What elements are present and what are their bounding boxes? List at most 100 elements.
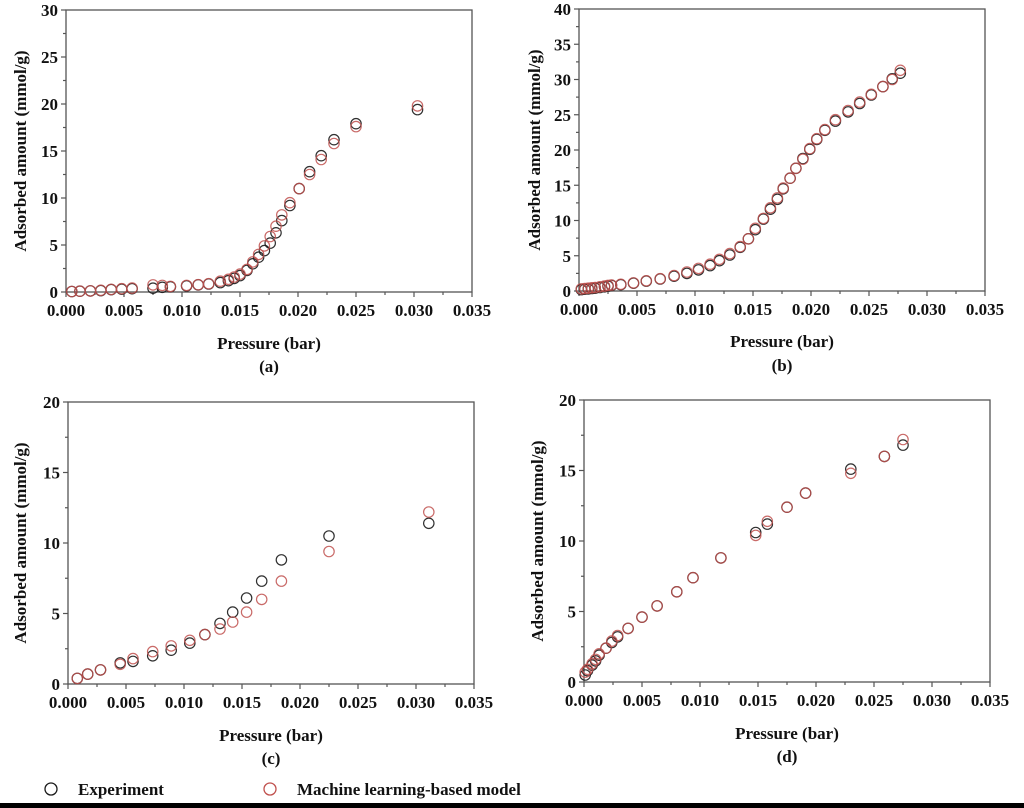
experiment-point — [749, 526, 762, 539]
model-point — [582, 282, 595, 294]
model-point — [636, 611, 648, 623]
experiment-point — [315, 149, 327, 162]
model-point — [127, 652, 139, 665]
x-tick-label: 0.030 — [395, 301, 433, 320]
x-tick-label: 0.020 — [281, 693, 319, 712]
model-point — [270, 220, 282, 232]
experiment-point — [127, 655, 139, 668]
model-point — [715, 552, 727, 564]
experiment-point — [258, 244, 271, 257]
model-point — [66, 285, 78, 298]
model-point — [214, 275, 227, 287]
model-point — [81, 668, 94, 680]
y-tick-label: 15 — [554, 176, 571, 195]
y-axis-title: Adsorbed amount (mmol/g) — [11, 50, 30, 251]
experiment-point — [411, 103, 424, 116]
model-point — [126, 282, 138, 294]
y-tick-label: 15 — [41, 142, 58, 161]
series-experiment — [575, 67, 907, 296]
x-tick-label: 0.010 — [681, 691, 719, 710]
model-point — [600, 642, 612, 654]
model-point — [165, 640, 177, 652]
x-tick-label: 0.000 — [565, 691, 603, 710]
model-point — [844, 467, 857, 480]
y-tick-label: 30 — [554, 71, 571, 90]
model-point — [777, 182, 789, 194]
experiment-point — [303, 165, 316, 178]
y-tick-label: 25 — [41, 48, 58, 67]
model-point — [192, 278, 204, 291]
x-axis-title: Pressure (bar) — [217, 334, 321, 353]
y-tick-label: 10 — [43, 534, 60, 553]
x-tick-label: 0.020 — [792, 300, 830, 319]
model-point — [594, 280, 606, 293]
model-point — [95, 284, 107, 297]
y-tick-label: 0 — [568, 673, 577, 692]
x-tick-label: 0.010 — [165, 693, 203, 712]
model-point — [258, 240, 271, 252]
model-point — [723, 247, 736, 260]
experiment-point — [897, 439, 909, 451]
model-point — [323, 545, 335, 558]
model-point — [894, 64, 907, 77]
series-experiment — [71, 517, 435, 685]
model-point — [199, 628, 211, 641]
model-point — [670, 585, 683, 598]
experiment-point — [422, 517, 435, 530]
model-point — [71, 672, 84, 685]
model-point — [742, 233, 755, 245]
y-tick-label: 40 — [554, 0, 571, 19]
y-tick-label: 20 — [559, 391, 576, 410]
experiment-point — [844, 463, 857, 475]
model-point — [781, 501, 793, 513]
x-tick-label: 0.015 — [734, 300, 772, 319]
model-point — [614, 278, 627, 291]
model-point — [146, 645, 159, 658]
model-point — [422, 506, 435, 518]
x-tick-label: 0.020 — [797, 691, 835, 710]
x-tick-label: 0.030 — [397, 693, 435, 712]
y-tick-label: 15 — [43, 464, 60, 483]
model-point — [734, 240, 746, 253]
model-point — [764, 202, 777, 214]
y-axis-title: Adsorbed amount (mmol/g) — [525, 49, 544, 250]
chart-panel-a: 0.000 0.005 0.010 0.015 0.020 0.025 0.030 0.035… — [11, 1, 491, 376]
model-point — [886, 73, 898, 86]
model-point — [255, 593, 268, 606]
experiment-point — [165, 644, 177, 656]
experiment-point — [894, 67, 907, 79]
x-tick-label: 0.015 — [223, 693, 261, 712]
y-tick-label: 5 — [568, 603, 577, 622]
panel-label: (b) — [772, 356, 793, 375]
model-point — [228, 271, 240, 283]
model-point — [668, 269, 680, 282]
model-point — [829, 113, 842, 126]
series-model — [66, 100, 424, 298]
model-point — [94, 664, 107, 676]
x-tick-label: 0.000 — [47, 301, 85, 320]
model-point — [240, 606, 253, 618]
x-tick-label: 0.035 — [455, 693, 493, 712]
bottom-rule — [0, 803, 1024, 808]
experiment-point — [146, 649, 159, 662]
model-point — [803, 142, 816, 155]
model-point — [222, 273, 235, 286]
model-point — [226, 616, 239, 628]
y-tick-label: 5 — [50, 236, 59, 255]
model-point — [264, 230, 276, 243]
model-point — [164, 280, 177, 293]
series-model — [575, 64, 907, 295]
legend-marker-experiment — [44, 782, 58, 796]
experiment-point — [184, 637, 196, 649]
model-point — [797, 153, 809, 165]
model-point — [202, 277, 215, 290]
y-tick-label: 20 — [41, 95, 58, 114]
model-point — [589, 653, 602, 666]
panel-label: (a) — [259, 357, 279, 376]
model-point — [651, 600, 663, 612]
model-point — [184, 634, 196, 647]
legend: Experiment Machine learning-based model — [44, 780, 521, 799]
model-point — [749, 529, 762, 542]
model-point — [284, 196, 296, 209]
